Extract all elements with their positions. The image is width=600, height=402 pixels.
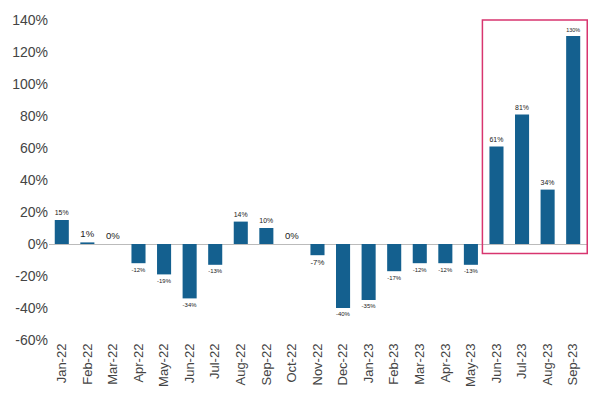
- svg-text:-7%: -7%: [310, 258, 324, 267]
- svg-text:61%: 61%: [489, 136, 503, 143]
- svg-text:-12%: -12%: [413, 267, 428, 273]
- svg-text:-13%: -13%: [464, 268, 479, 274]
- svg-text:40%: 40%: [20, 172, 48, 188]
- svg-text:10%: 10%: [259, 217, 273, 224]
- svg-text:May-23: May-23: [463, 344, 478, 387]
- svg-text:60%: 60%: [20, 140, 48, 156]
- svg-text:0%: 0%: [106, 230, 120, 241]
- svg-text:Jul-23: Jul-23: [514, 344, 529, 379]
- svg-text:120%: 120%: [12, 44, 48, 60]
- svg-text:Jan-22: Jan-22: [54, 344, 69, 384]
- svg-text:-13%: -13%: [208, 268, 223, 274]
- svg-text:20%: 20%: [20, 204, 48, 220]
- svg-text:-35%: -35%: [362, 303, 377, 309]
- svg-text:130%: 130%: [566, 27, 580, 33]
- svg-text:-17%: -17%: [387, 275, 402, 281]
- svg-text:0%: 0%: [28, 236, 48, 252]
- svg-text:140%: 140%: [12, 12, 48, 28]
- svg-text:Nov-22: Nov-22: [310, 344, 325, 386]
- svg-text:14%: 14%: [234, 211, 248, 218]
- svg-text:1%: 1%: [80, 228, 94, 239]
- svg-text:-34%: -34%: [183, 302, 198, 308]
- svg-text:Feb-23: Feb-23: [386, 344, 401, 385]
- svg-text:-40%: -40%: [15, 300, 48, 316]
- svg-text:15%: 15%: [55, 209, 69, 216]
- svg-text:-12%: -12%: [438, 267, 453, 273]
- svg-text:-20%: -20%: [15, 268, 48, 284]
- svg-text:Apr-23: Apr-23: [438, 344, 453, 383]
- svg-text:100%: 100%: [12, 76, 48, 92]
- svg-text:May-22: May-22: [156, 344, 171, 387]
- svg-text:Jun-22: Jun-22: [182, 344, 197, 384]
- svg-text:80%: 80%: [20, 108, 48, 124]
- svg-text:Jun-23: Jun-23: [489, 344, 504, 384]
- svg-text:Mar-22: Mar-22: [105, 344, 120, 385]
- svg-text:0%: 0%: [285, 230, 299, 241]
- svg-text:-60%: -60%: [15, 332, 48, 348]
- svg-text:34%: 34%: [541, 179, 555, 186]
- svg-text:-12%: -12%: [131, 267, 146, 273]
- svg-text:Jan-23: Jan-23: [361, 344, 376, 384]
- svg-text:Apr-22: Apr-22: [131, 344, 146, 383]
- svg-text:-19%: -19%: [157, 278, 172, 284]
- svg-text:81%: 81%: [515, 104, 529, 111]
- svg-text:Jul-22: Jul-22: [207, 344, 222, 379]
- svg-text:Dec-22: Dec-22: [335, 344, 350, 386]
- svg-text:Oct-22: Oct-22: [284, 344, 299, 383]
- svg-text:Mar-23: Mar-23: [412, 344, 427, 385]
- svg-text:Sep-22: Sep-22: [259, 344, 274, 386]
- svg-text:Feb-22: Feb-22: [80, 344, 95, 385]
- svg-text:-40%: -40%: [336, 311, 351, 317]
- svg-text:Sep-23: Sep-23: [565, 344, 580, 386]
- svg-text:Aug-23: Aug-23: [540, 344, 555, 386]
- svg-text:Aug-22: Aug-22: [233, 344, 248, 386]
